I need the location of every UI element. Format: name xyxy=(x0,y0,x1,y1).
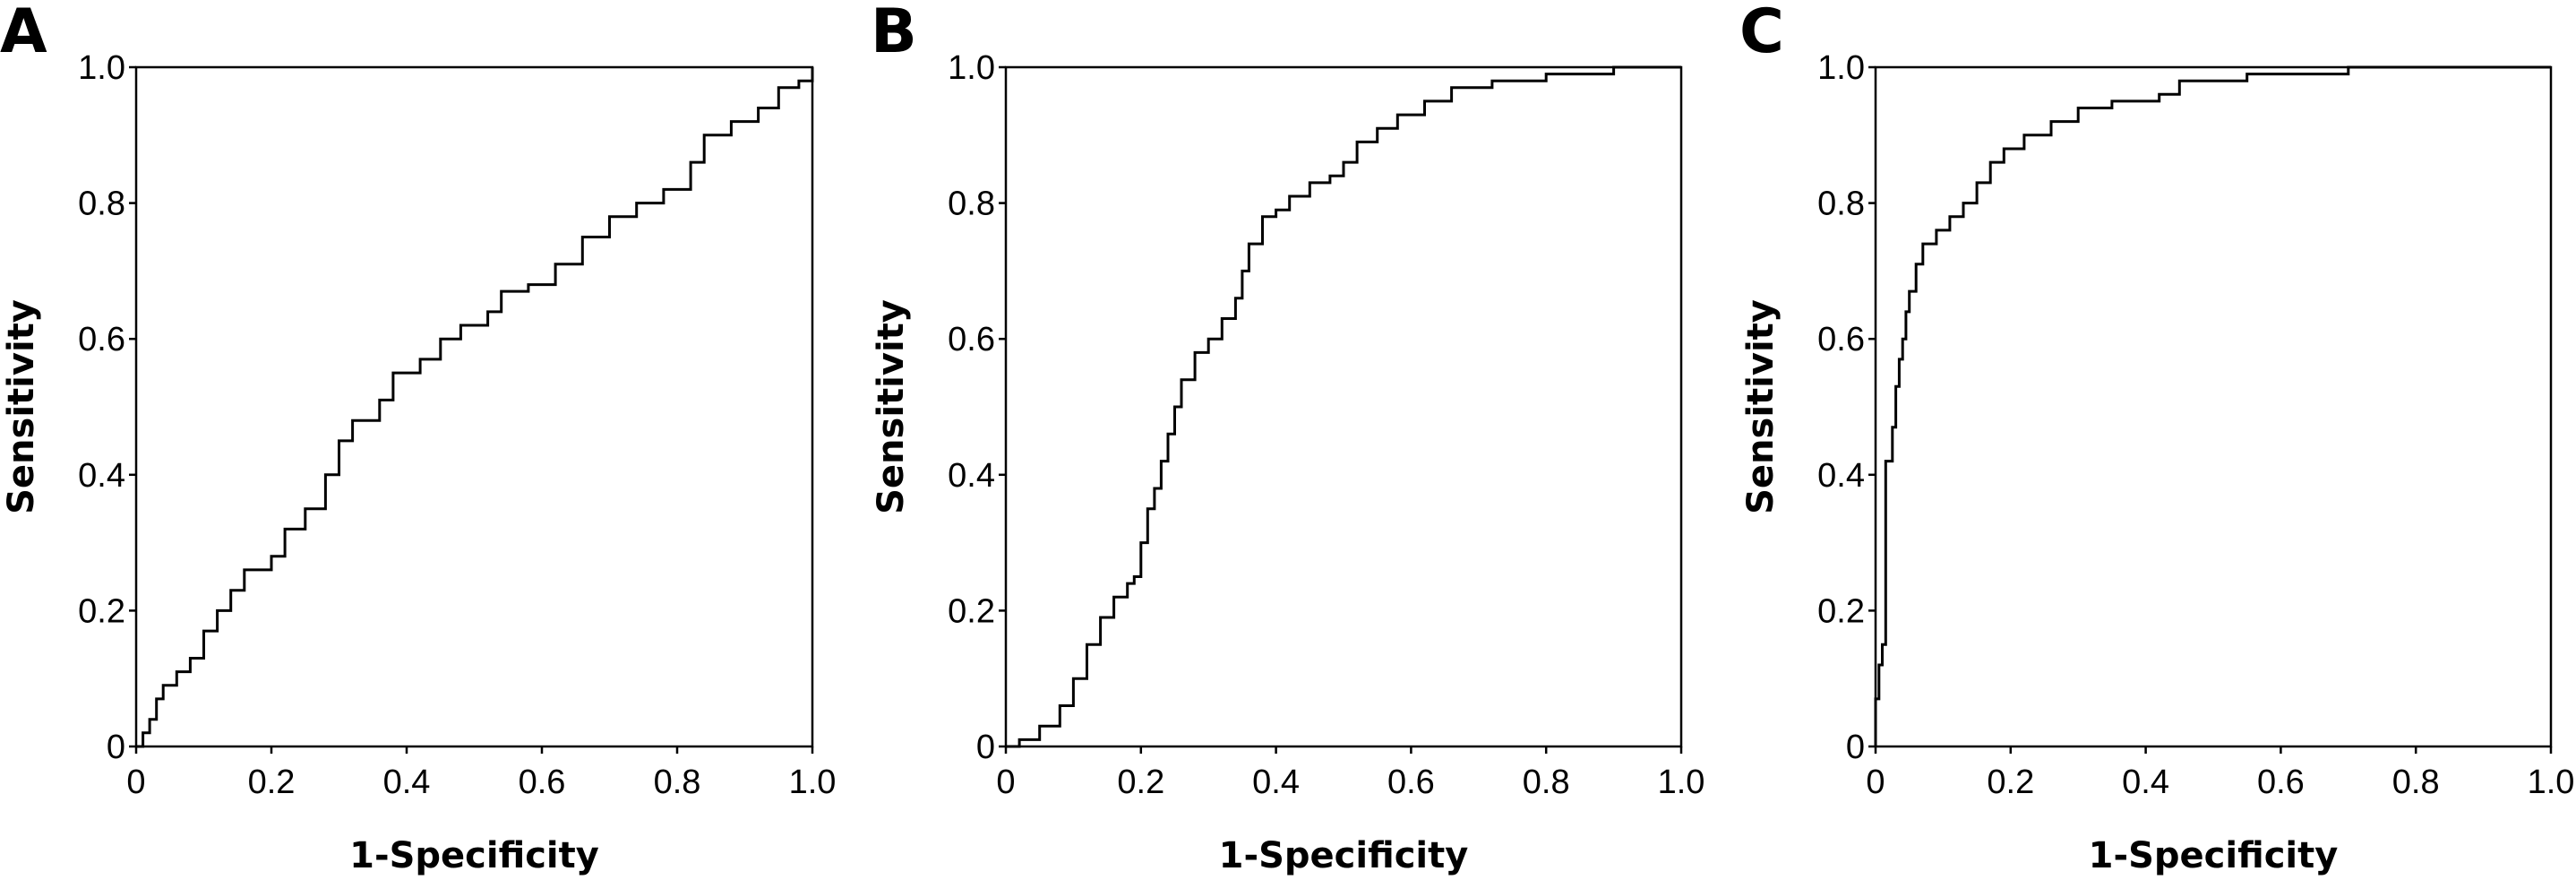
y-tick-label: 0 xyxy=(107,729,125,766)
y-tick-label: 0.4 xyxy=(1817,457,1865,495)
plot-frame xyxy=(1874,65,2553,748)
roc-curve xyxy=(1006,65,1681,748)
y-tick-label: 0.6 xyxy=(1817,321,1865,358)
tick-marks xyxy=(129,65,814,754)
y-tick-label: 0.6 xyxy=(78,321,125,358)
y-tick-label: 0.6 xyxy=(948,321,995,358)
x-axis-title: 1-Specificity xyxy=(349,835,599,876)
y-tick-label: 1.0 xyxy=(78,49,125,87)
x-tick-label: 0 xyxy=(1866,764,1885,801)
x-tick-label: 0.6 xyxy=(519,764,566,801)
x-tick-label: 0.4 xyxy=(2122,764,2169,801)
x-tick-labels: 0 0.2 0.4 0.6 0.8 1.0 xyxy=(996,764,1704,801)
roc-curve xyxy=(136,67,814,748)
x-tick-labels: 0 0.2 0.4 0.6 0.8 1.0 xyxy=(126,764,836,801)
x-tick-label: 0 xyxy=(126,764,145,801)
y-axis-title: Sensitivity xyxy=(1740,299,1782,514)
y-tick-label: 1.0 xyxy=(1817,49,1865,87)
y-tick-label: 1.0 xyxy=(948,49,995,87)
x-axis-title: 1-Specificity xyxy=(1219,835,1469,876)
x-tick-label: 0.6 xyxy=(2257,764,2305,801)
y-tick-label: 0.8 xyxy=(78,185,125,223)
panel-c: C 0 0.2 0.4 0.6 0.8 1.0 0 0.2 0.4 0.6 0.… xyxy=(1739,0,2574,876)
x-tick-label: 0.2 xyxy=(1117,764,1164,801)
x-axis-title: 1-Specificity xyxy=(2089,835,2339,876)
x-tick-label: 0.8 xyxy=(2392,764,2440,801)
y-tick-label: 0.2 xyxy=(948,592,995,630)
y-tick-label: 0.2 xyxy=(1817,592,1865,630)
plot-frame xyxy=(1004,65,1683,748)
panel-label: B xyxy=(871,0,917,67)
x-tick-label: 0.2 xyxy=(1987,764,2034,801)
x-tick-label: 0.8 xyxy=(1523,764,1570,801)
y-tick-labels: 0 0.2 0.4 0.6 0.8 1.0 xyxy=(1817,49,1865,766)
tick-marks xyxy=(1868,65,2553,754)
y-tick-label: 0.4 xyxy=(78,457,125,495)
x-tick-label: 0.8 xyxy=(654,764,701,801)
x-tick-label: 1.0 xyxy=(1658,764,1705,801)
panel-b: B 0 0.2 0.4 0.6 0.8 1.0 0 0.2 0.4 0.6 0.… xyxy=(871,0,1704,876)
panel-a: A 0 0.2 0.4 0.6 0.8 1.0 0 0.2 0.4 0.6 0.… xyxy=(0,0,836,876)
y-tick-label: 0 xyxy=(976,729,995,766)
x-tick-label: 1.0 xyxy=(2528,764,2575,801)
panel-label: A xyxy=(0,0,47,67)
x-tick-label: 1.0 xyxy=(789,764,837,801)
x-tick-label: 0.2 xyxy=(248,764,296,801)
x-tick-labels: 0 0.2 0.4 0.6 0.8 1.0 xyxy=(1866,764,2574,801)
y-tick-labels: 0 0.2 0.4 0.6 0.8 1.0 xyxy=(78,49,125,766)
x-tick-label: 0 xyxy=(996,764,1015,801)
y-axis-title: Sensitivity xyxy=(1,299,42,514)
y-tick-label: 0.4 xyxy=(948,457,995,495)
plot-frame xyxy=(134,65,814,748)
y-tick-label: 0.8 xyxy=(1817,185,1865,223)
panel-label: C xyxy=(1739,0,1784,67)
y-tick-label: 0.8 xyxy=(948,185,995,223)
y-tick-label: 0.2 xyxy=(78,592,125,630)
x-tick-label: 0.6 xyxy=(1387,764,1435,801)
y-axis-title: Sensitivity xyxy=(871,299,912,514)
x-tick-label: 0.4 xyxy=(383,764,431,801)
roc-curve xyxy=(1874,65,2551,746)
y-tick-labels: 0 0.2 0.4 0.6 0.8 1.0 xyxy=(948,49,995,766)
y-tick-label: 0 xyxy=(1846,729,1865,766)
x-tick-label: 0.4 xyxy=(1252,764,1300,801)
tick-marks xyxy=(999,65,1683,754)
